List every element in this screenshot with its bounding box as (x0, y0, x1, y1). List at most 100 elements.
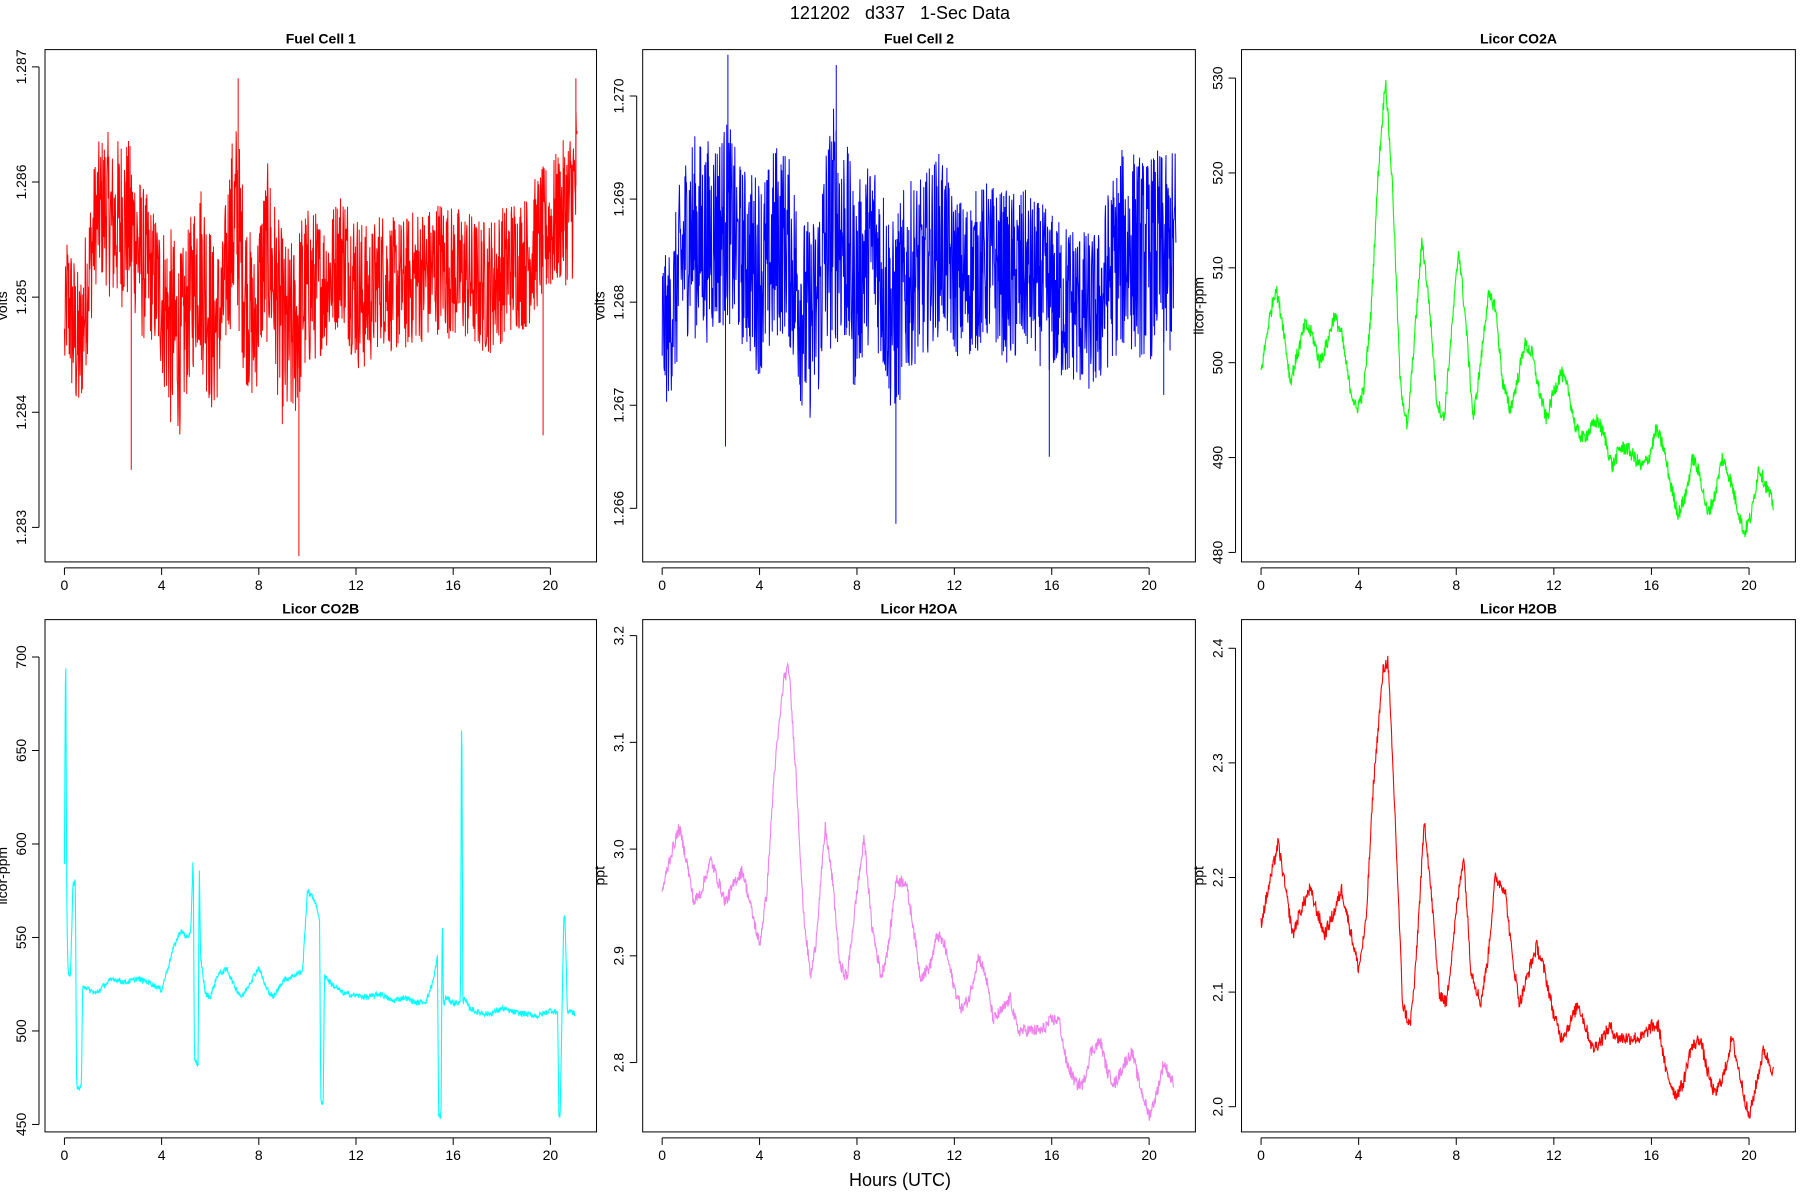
x-tick-label: 4 (756, 577, 764, 593)
y-tick-label: 700 (13, 645, 29, 669)
plot-frame (642, 619, 1196, 1133)
series-line-1 (63, 668, 576, 1120)
chart-panel-1: Fuel Cell 1 0 4 8 12 16 20 1.283 1.284 1.285 1.286… (0, 31, 598, 593)
y-axis-label: ppt (592, 866, 608, 886)
x-tick-label: 20 (543, 577, 559, 593)
data-group (1260, 80, 1774, 538)
x-tick-label: 8 (1452, 577, 1460, 593)
x-tick-label: 8 (1452, 1147, 1460, 1163)
x-tick-label: 4 (1355, 577, 1363, 593)
x-tick-label: 0 (658, 577, 666, 593)
x-tick-label: 16 (1644, 1147, 1660, 1163)
y-tick-label: 500 (1210, 351, 1226, 375)
x-tick-label: 16 (445, 1147, 461, 1163)
y-tick-label: 450 (13, 1113, 29, 1137)
series-line-1 (661, 108, 1177, 418)
chart-panel-2: Fuel Cell 2 0 4 8 12 16 20 1.266 1.267 1.268 1.269… (592, 31, 1196, 593)
y-tick-label: 1.269 (611, 181, 627, 216)
x-tick-label: 20 (1141, 1147, 1157, 1163)
x-tick-label: 0 (61, 1147, 69, 1163)
y-tick-label: 550 (13, 926, 29, 950)
y-tick-label: 1.286 (13, 164, 29, 199)
series-line-1 (1260, 80, 1774, 538)
y-tick-label: 520 (1210, 161, 1226, 185)
y-tick-label: 1.284 (13, 395, 29, 430)
chart-title: Fuel Cell 2 (884, 31, 954, 47)
y-tick-label: 1.267 (611, 388, 627, 423)
y-tick-label: 1.268 (611, 284, 627, 319)
y-tick-label: 500 (13, 1019, 29, 1043)
series-line-1 (661, 661, 1175, 1121)
x-tick-label: 8 (853, 1147, 861, 1163)
y-tick-label: 3.1 (611, 732, 627, 752)
shared-x-axis-label: Hours (UTC) (849, 1170, 951, 1190)
y-axis-label: volts (592, 291, 608, 320)
x-tick-label: 16 (1044, 577, 1060, 593)
x-tick-label: 20 (1141, 577, 1157, 593)
chart-panel-6: Licor H2OB 0 4 8 12 16 20 2.0 2.1 2.2 2.3 2.4 ppt (1191, 601, 1796, 1163)
x-tick-label: 20 (543, 1147, 559, 1163)
y-tick-label: 2.3 (1210, 753, 1226, 773)
chart-title: Fuel Cell 1 (286, 31, 356, 47)
x-tick-label: 0 (1257, 1147, 1265, 1163)
y-tick-label: 530 (1210, 66, 1226, 90)
y-tick-label: 480 (1210, 541, 1226, 565)
y-tick-label: 2.2 (1210, 868, 1226, 888)
x-tick-label: 4 (1355, 1147, 1363, 1163)
x-tick-label: 0 (61, 577, 69, 593)
x-tick-label: 8 (853, 577, 861, 593)
plot-frame (44, 49, 598, 563)
x-tick-label: 16 (1644, 577, 1660, 593)
y-tick-label: 510 (1210, 256, 1226, 280)
y-tick-label: 2.4 (1210, 638, 1226, 658)
x-tick-label: 0 (1257, 577, 1265, 593)
series-line-1 (1260, 655, 1774, 1119)
data-group (661, 661, 1175, 1121)
y-axis-label: licor-ppm (1191, 277, 1207, 335)
y-tick-label: 650 (13, 739, 29, 763)
chart-panel-4: Licor CO2B 0 4 8 12 16 20 450 500 550 600 650 700 lic… (0, 601, 598, 1163)
y-tick-label: 3.2 (611, 626, 627, 646)
x-tick-label: 0 (658, 1147, 666, 1163)
y-tick-label: 1.270 (611, 78, 627, 113)
chart-panel-5: Licor H2OA 0 4 8 12 16 20 2.8 2.9 3.0 3.1 3.2 ppt (592, 601, 1196, 1163)
y-tick-label: 2.0 (1210, 1097, 1226, 1117)
y-axis-label: volts (0, 291, 10, 320)
x-tick-label: 12 (947, 577, 963, 593)
chart-title: Licor H2OA (881, 601, 958, 617)
y-tick-label: 3.0 (611, 839, 627, 859)
x-tick-label: 20 (1741, 1147, 1757, 1163)
x-tick-label: 8 (255, 1147, 263, 1163)
x-tick-label: 16 (445, 577, 461, 593)
y-tick-label: 490 (1210, 446, 1226, 470)
x-tick-label: 8 (255, 577, 263, 593)
x-tick-label: 4 (158, 577, 166, 593)
series-line-1 (63, 111, 578, 435)
plot-frame (1241, 619, 1796, 1133)
plot-frame (1241, 49, 1796, 563)
x-tick-label: 20 (1741, 577, 1757, 593)
x-tick-label: 4 (756, 1147, 764, 1163)
plot-frame (44, 619, 598, 1133)
y-tick-label: 2.1 (1210, 982, 1226, 1002)
y-tick-label: 1.283 (13, 510, 29, 545)
chart-title: Licor CO2A (1480, 31, 1557, 47)
figure-title: 121202 d337 1-Sec Data (789, 3, 1011, 23)
y-tick-label: 600 (13, 832, 29, 856)
x-tick-label: 16 (1044, 1147, 1060, 1163)
x-tick-label: 12 (1546, 577, 1562, 593)
y-tick-label: 1.287 (13, 49, 29, 84)
x-tick-label: 4 (158, 1147, 166, 1163)
y-tick-label: 2.9 (611, 946, 627, 966)
x-tick-label: 12 (348, 577, 364, 593)
chart-title: Licor CO2B (282, 601, 359, 617)
chart-panel-3: Licor CO2A 0 4 8 12 16 20 480 490 500 510 520 530 lic… (1191, 31, 1796, 593)
y-axis-label: ppt (1191, 866, 1207, 886)
y-tick-label: 1.285 (13, 279, 29, 314)
y-tick-label: 1.266 (611, 491, 627, 526)
y-tick-label: 2.8 (611, 1053, 627, 1073)
x-tick-label: 12 (348, 1147, 364, 1163)
y-axis-label: licor-ppm (0, 847, 10, 905)
x-tick-label: 12 (947, 1147, 963, 1163)
